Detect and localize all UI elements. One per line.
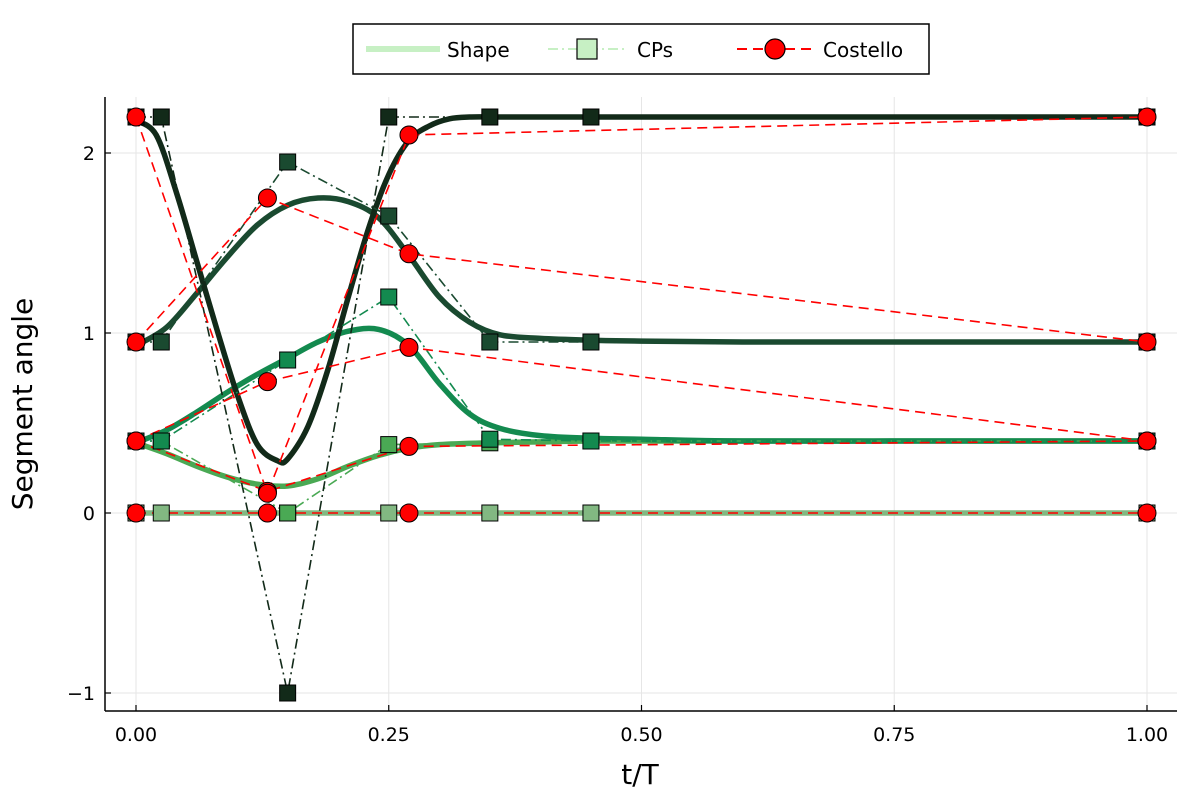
axes: [104, 97, 1177, 712]
cps-point-1-4: [481, 504, 499, 522]
y-tick-label-3: 2: [83, 143, 95, 165]
costello-line-5: [135, 116, 1148, 496]
legend-cps-label: CPs: [637, 38, 673, 62]
costello-point-3-3: [1137, 431, 1157, 451]
cps-point-3-2: [279, 351, 297, 369]
costello-point-4-3: [1137, 332, 1157, 352]
costello-point-4-1: [257, 188, 277, 208]
costello-point-3-1: [257, 372, 277, 392]
cps-point-2-3: [380, 436, 398, 454]
legend: Shape CPs Costello: [352, 23, 930, 75]
y-tick-label-2: 1: [83, 323, 95, 345]
x-tick-label-4: 1.00: [1126, 724, 1168, 746]
costello-point-1-3: [1137, 503, 1157, 523]
costello-lines: [135, 116, 1148, 514]
cps-point-4-4: [481, 333, 499, 351]
costello-point-3-0: [126, 431, 146, 451]
markers: [126, 107, 1157, 702]
costello-point-4-2: [399, 244, 419, 264]
costello-point-5-3: [1137, 107, 1157, 127]
x-axis-title: t/T: [621, 758, 659, 791]
cps-point-3-5: [582, 432, 600, 450]
cps-point-3-4: [481, 430, 499, 448]
x-tick-label-0: 0.00: [115, 724, 157, 746]
cps-point-3-3: [380, 288, 398, 306]
costello-point-3-2: [399, 337, 419, 357]
costello-line-4: [135, 197, 1148, 343]
cps-point-5-4: [481, 108, 499, 126]
costello-point-5-2: [399, 125, 419, 145]
shape-line-4: [133, 195, 1150, 349]
legend-shape-label: Shape: [447, 38, 510, 62]
x-tick-label-1: 0.25: [368, 724, 410, 746]
x-tick-label-3: 0.75: [873, 724, 915, 746]
cps-point-4-1: [152, 333, 170, 351]
cps-point-1-5: [582, 504, 600, 522]
costello-point-1-2: [399, 503, 419, 523]
cps-point-1-1: [152, 504, 170, 522]
costello-line-2: [135, 440, 1148, 493]
costello-point-1-0: [126, 503, 146, 523]
costello-point-5-0: [126, 107, 146, 127]
y-tick-label-1: 0: [83, 503, 95, 525]
costello-point-4-0: [126, 332, 146, 352]
cps-point-1-3: [380, 504, 398, 522]
x-tick-label-2: 0.50: [620, 724, 662, 746]
legend-costello-marker: [764, 38, 786, 60]
cps-point-5-2: [279, 684, 297, 702]
legend-box: [352, 23, 930, 75]
costello-line-3: [135, 346, 1148, 442]
cps-point-5-5: [582, 108, 600, 126]
cps-point-5-3: [380, 108, 398, 126]
cps-point-4-5: [582, 333, 600, 351]
cps-point-4-3: [380, 207, 398, 225]
y-tick-label-0: −1: [67, 683, 95, 705]
costello-point-1-1: [257, 503, 277, 523]
legend-costello-label: Costello: [823, 38, 903, 62]
costello-point-2-2: [399, 436, 419, 456]
cps-point-2-2: [279, 504, 297, 522]
legend-cps-marker: [576, 38, 598, 60]
cps-point-4-2: [279, 153, 297, 171]
tick-labels: 0.00 0.25 0.50 0.75 1.00 −1 0 1 2: [67, 143, 1168, 746]
y-axis-title: Segment angle: [6, 298, 39, 511]
cps-point-5-1: [152, 108, 170, 126]
costello-point-5-1: [257, 483, 277, 503]
cps-point-3-1: [152, 432, 170, 450]
